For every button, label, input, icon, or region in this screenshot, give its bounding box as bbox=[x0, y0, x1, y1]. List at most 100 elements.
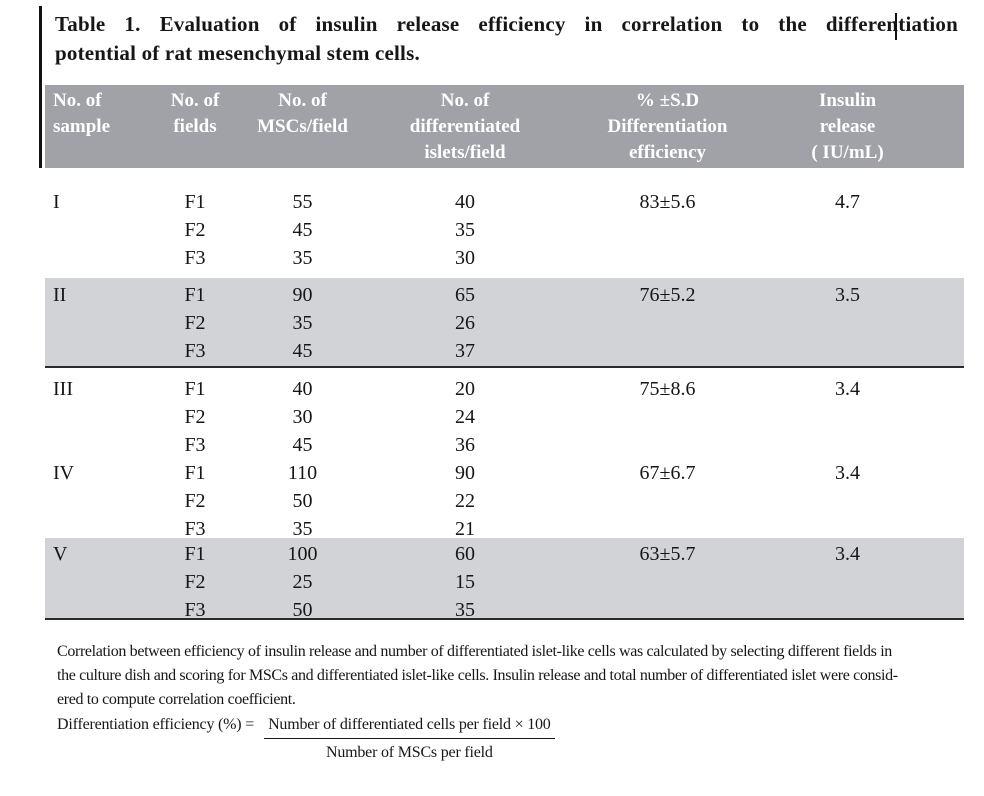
cell-line: F2 bbox=[184, 571, 206, 593]
cell-line: 100 bbox=[287, 543, 318, 565]
sample-id: III bbox=[53, 378, 73, 400]
cell-line: F1 bbox=[184, 462, 206, 484]
sample-id: I bbox=[53, 191, 60, 213]
mscs-cell: 40 30 45 bbox=[230, 375, 375, 459]
efficiency-cell: 67±6.7 bbox=[639, 462, 696, 484]
header-differentiation-efficiency: % ±S.D Differentiation efficiency bbox=[607, 90, 728, 163]
table-title: Table 1. Evaluation of insulin release e… bbox=[55, 10, 958, 68]
cell-line: 15 bbox=[455, 571, 475, 593]
cell-line: 24 bbox=[455, 406, 475, 428]
cell-line: 35 bbox=[292, 518, 313, 540]
cell-line: 45 bbox=[292, 340, 313, 362]
cell-line: 90 bbox=[455, 462, 475, 484]
fields-cell: F1 F2 F3 bbox=[160, 188, 230, 278]
cell-line: F1 bbox=[184, 378, 206, 400]
cell-line: 50 bbox=[292, 490, 313, 512]
table-footnote: Correlation between efficiency of insuli… bbox=[57, 640, 969, 712]
sample-id: II bbox=[53, 284, 67, 306]
cell-line: 37 bbox=[455, 340, 475, 362]
formula-denominator: Number of MSCs per field bbox=[325, 744, 493, 761]
sample-id: V bbox=[53, 543, 68, 565]
efficiency-cell: 76±5.2 bbox=[639, 284, 696, 306]
cell-line: F2 bbox=[184, 219, 206, 241]
efficiency-cell: 75±8.6 bbox=[639, 378, 696, 400]
islets-cell: 65 26 37 bbox=[375, 281, 555, 366]
cell-line: 90 bbox=[292, 284, 313, 306]
insulin-cell: 3.4 bbox=[835, 543, 860, 565]
text-cursor-artifact bbox=[895, 13, 897, 40]
cell-line: F1 bbox=[184, 191, 206, 213]
cell-line: F3 bbox=[184, 434, 206, 456]
islets-cell: 40 35 30 bbox=[375, 188, 555, 278]
cell-line: 36 bbox=[455, 434, 475, 456]
table-header-row: No. of sample No. of fields No. of MSCs/… bbox=[45, 85, 964, 168]
table-body: I F1 F2 F3 55 45 35 40 35 30 83±5.6 4.7 II F1 F… bbox=[45, 178, 964, 621]
cell-line: 30 bbox=[455, 247, 475, 269]
formula-numerator: Number of differentiated cells per field… bbox=[264, 714, 555, 739]
cell-line: F1 bbox=[184, 284, 206, 306]
islets-cell: 20 24 36 bbox=[375, 375, 555, 459]
sample-group-row: V F1 F2 F3 100 25 50 60 15 35 63±5.7 3.4 bbox=[45, 538, 964, 621]
sample-id: IV bbox=[53, 462, 75, 484]
fields-cell: F1 F2 F3 bbox=[160, 375, 230, 459]
cell-line: 30 bbox=[292, 406, 313, 428]
fields-cell: F1 F2 F3 bbox=[160, 281, 230, 366]
efficiency-cell: 63±5.7 bbox=[639, 543, 696, 565]
cell-line: 55 bbox=[292, 191, 313, 213]
header-insulin-release: Insulin release ( IU/mL) bbox=[811, 90, 884, 163]
efficiency-cell: 83±5.6 bbox=[639, 191, 696, 213]
mscs-cell: 110 50 35 bbox=[230, 459, 375, 543]
cell-line: 35 bbox=[455, 599, 475, 621]
cell-line: F3 bbox=[184, 599, 206, 621]
cell-line: 35 bbox=[292, 247, 313, 269]
islets-cell: 60 15 35 bbox=[375, 540, 555, 624]
formula-fraction: Number of differentiated cells per field… bbox=[264, 714, 555, 762]
insulin-cell: 3.5 bbox=[835, 284, 860, 306]
cell-line: 65 bbox=[455, 284, 475, 306]
cell-line: F2 bbox=[184, 406, 206, 428]
sample-group-row: III F1 F2 F3 40 30 45 20 24 36 75±8.6 3.4 bbox=[45, 368, 964, 456]
header-differentiated-islets: No. of differentiated islets/field bbox=[409, 90, 521, 163]
differentiation-efficiency-formula: Differentiation efficiency (%) = Number … bbox=[57, 714, 555, 762]
cell-line: 45 bbox=[292, 219, 313, 241]
cell-line: F2 bbox=[184, 312, 206, 334]
islets-cell: 90 22 21 bbox=[375, 459, 555, 543]
cell-line: 110 bbox=[287, 462, 318, 484]
table-title-line2: potential of rat mesenchymal stem cells. bbox=[55, 41, 420, 65]
cell-line: 20 bbox=[455, 378, 475, 400]
table-title-line1: Table 1. Evaluation of insulin release e… bbox=[55, 12, 958, 36]
mscs-cell: 55 45 35 bbox=[230, 188, 375, 278]
cell-line: F3 bbox=[184, 518, 206, 540]
insulin-cell: 3.4 bbox=[835, 462, 860, 484]
mscs-cell: 100 25 50 bbox=[230, 540, 375, 624]
cell-line: 22 bbox=[455, 490, 475, 512]
cell-line: 26 bbox=[455, 312, 475, 334]
sample-group-row: IV F1 F2 F3 110 50 35 90 22 21 67±6.7 3.4 bbox=[45, 452, 964, 540]
header-mscs-per-field: No. of MSCs/field bbox=[257, 90, 348, 137]
cell-line: F3 bbox=[184, 340, 206, 362]
mscs-cell: 90 35 45 bbox=[230, 281, 375, 366]
fields-cell: F1 F2 F3 bbox=[160, 459, 230, 543]
cell-line: 40 bbox=[292, 378, 313, 400]
header-no-of-fields: No. of fields bbox=[170, 90, 220, 137]
cell-line: 35 bbox=[292, 312, 313, 334]
cell-line: 21 bbox=[455, 518, 475, 540]
cell-line: F1 bbox=[184, 543, 206, 565]
cell-line: 40 bbox=[455, 191, 475, 213]
cell-line: 25 bbox=[292, 571, 313, 593]
cell-line: F3 bbox=[184, 247, 206, 269]
fields-cell: F1 F2 F3 bbox=[160, 540, 230, 624]
cell-line: 35 bbox=[455, 219, 475, 241]
footnote-line: ered to compute correlation coefficient. bbox=[57, 691, 296, 708]
scan-margin-bar bbox=[39, 6, 42, 168]
footnote-line: the culture dish and scoring for MSCs an… bbox=[57, 667, 898, 684]
insulin-cell: 4.7 bbox=[835, 191, 860, 213]
cell-line: 50 bbox=[292, 599, 313, 621]
insulin-cell: 3.4 bbox=[835, 378, 860, 400]
header-no-of-sample: No. of sample bbox=[53, 90, 110, 137]
formula-label: Differentiation efficiency (%) = bbox=[57, 716, 255, 733]
cell-line: 60 bbox=[455, 543, 475, 565]
cell-line: 45 bbox=[292, 434, 313, 456]
cell-line: F2 bbox=[184, 490, 206, 512]
